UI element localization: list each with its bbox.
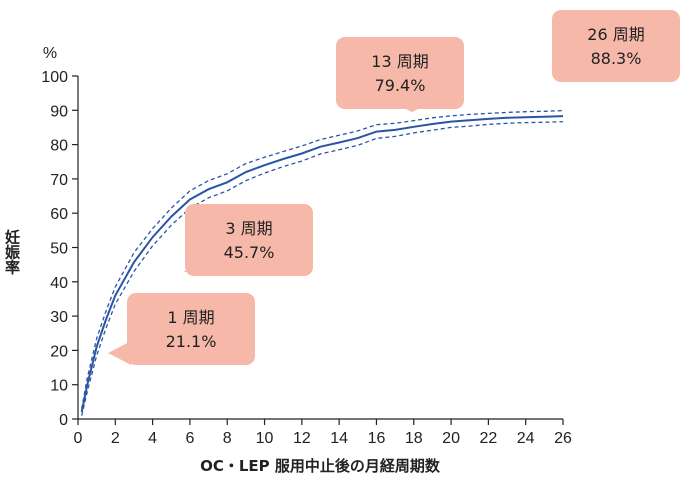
series-layer xyxy=(80,109,564,416)
x-tick-label: 20 xyxy=(442,430,460,447)
y-tick-label: 90 xyxy=(50,103,68,120)
x-tick-label: 10 xyxy=(256,430,274,447)
x-tick-label: 12 xyxy=(293,430,311,447)
callout-box xyxy=(127,293,255,365)
series-line-lower xyxy=(81,120,564,416)
x-tick-label: 2 xyxy=(111,430,120,447)
y-tick-label: 20 xyxy=(50,343,68,360)
y-unit-label: % xyxy=(43,45,57,62)
callout-box xyxy=(336,37,464,109)
y-tick-label: 100 xyxy=(41,69,68,86)
x-tick-label: 8 xyxy=(223,430,232,447)
callout-cycle-label: 3 周期 xyxy=(225,219,272,238)
callouts: 1 周期 21.1% 3 周期 45.7% 13 周期 79.4% 26 周期 88.3% xyxy=(108,10,680,365)
x-tick-label: 18 xyxy=(405,430,423,447)
callout-rate-label: 88.3% xyxy=(591,49,642,68)
y-tick-label: 30 xyxy=(50,309,68,326)
y-tick-label: 70 xyxy=(50,172,68,189)
x-axis-title: OC・LEP 服用中止後の月経周期数 xyxy=(200,457,441,475)
x-tick-label: 22 xyxy=(479,430,497,447)
callout-cycle-label: 1 周期 xyxy=(167,308,214,327)
callout-pointer xyxy=(108,341,131,365)
y-tick-label: 40 xyxy=(50,275,68,292)
callout-3: 13 周期 79.4% xyxy=(336,37,464,112)
y-axis-title: 妊娠率 xyxy=(3,229,21,276)
y-tick-label: 10 xyxy=(50,378,68,395)
callout-cycle-label: 13 周期 xyxy=(371,52,428,71)
callout-4: 26 周期 88.3% xyxy=(552,10,680,82)
x-tick-label: 4 xyxy=(148,430,157,447)
x-tick-label: 6 xyxy=(185,430,194,447)
series-line-estimate xyxy=(80,115,564,413)
callout-rate-label: 45.7% xyxy=(224,243,275,262)
x-tick-label: 0 xyxy=(74,430,83,447)
callout-1: 1 周期 21.1% xyxy=(108,293,255,365)
x-tick-label: 14 xyxy=(330,430,348,447)
callout-rate-label: 79.4% xyxy=(375,76,426,95)
x-tick-label: 16 xyxy=(368,430,386,447)
x-tick-label: 26 xyxy=(554,430,572,447)
callout-2: 3 周期 45.7% xyxy=(183,204,313,276)
y-tick-label: 80 xyxy=(50,138,68,155)
x-tick-label: 24 xyxy=(517,430,535,447)
callout-rate-label: 21.1% xyxy=(166,332,217,351)
y-tick-label: 60 xyxy=(50,206,68,223)
series-line-upper xyxy=(81,109,564,409)
y-tick-label: 50 xyxy=(50,241,68,258)
callout-box xyxy=(552,10,680,82)
callout-box xyxy=(185,204,313,276)
y-tick-label: 0 xyxy=(59,412,68,429)
callout-cycle-label: 26 周期 xyxy=(587,25,644,44)
